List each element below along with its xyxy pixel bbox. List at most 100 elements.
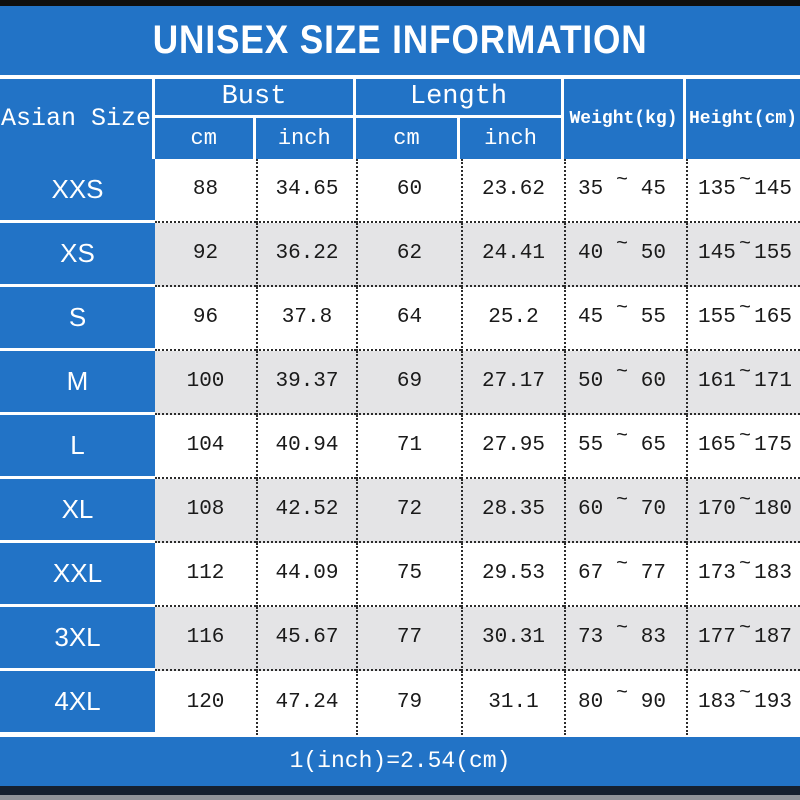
height-min: 135 (698, 178, 736, 202)
table-row: S 96 37.8 64 25.2 45 ~ 55 155 ~ 165 (0, 286, 800, 351)
length-inch-value: 27.95 (461, 414, 564, 479)
weight-min: 67 (578, 562, 604, 586)
header-weight: Weight(kg) (564, 79, 686, 159)
header-bust-cm: cm (155, 118, 256, 159)
weight-max: 55 (640, 306, 666, 330)
tilde-icon: ~ (738, 361, 751, 385)
weight-range: 45 ~ 55 (564, 286, 686, 351)
header-height: Height(cm) (686, 79, 800, 159)
bust-cm-value: 96 (155, 286, 256, 351)
bust-inch-value: 44.09 (256, 542, 356, 607)
header-bust-label: Bust (155, 79, 353, 119)
weight-max: 70 (640, 498, 666, 522)
length-cm-value: 72 (356, 478, 461, 543)
weight-max: 45 (640, 178, 666, 202)
weight-max: 77 (640, 562, 666, 586)
height-max: 180 (754, 498, 792, 522)
length-cm-value: 64 (356, 286, 461, 351)
weight-min: 73 (578, 626, 604, 650)
weight-range: 67 ~ 77 (564, 542, 686, 607)
bust-inch-value: 47.24 (256, 670, 356, 735)
bust-inch-value: 39.37 (256, 350, 356, 415)
table-header: Asian Size Bust cm inch Length cm inch W… (0, 79, 800, 159)
top-border-bar (0, 0, 800, 6)
height-max: 183 (754, 562, 792, 586)
length-cm-value: 77 (356, 606, 461, 671)
weight-min: 35 (578, 178, 604, 202)
bottom-edge (0, 795, 800, 800)
tilde-icon: ~ (615, 169, 628, 193)
height-max: 187 (754, 626, 792, 650)
bust-inch-value: 34.65 (256, 158, 356, 223)
tilde-icon: ~ (615, 489, 628, 513)
length-inch-value: 29.53 (461, 542, 564, 607)
footer-bar: 1(inch)=2.54(cm) (0, 736, 800, 787)
size-label: M (0, 350, 155, 415)
bust-inch-value: 36.22 (256, 222, 356, 287)
table-row: L 104 40.94 71 27.95 55 ~ 65 165 ~ 175 (0, 414, 800, 479)
height-range: 155 ~ 165 (686, 286, 800, 351)
weight-range: 55 ~ 65 (564, 414, 686, 479)
tilde-icon: ~ (615, 233, 628, 257)
bust-cm-value: 116 (155, 606, 256, 671)
table-row: XL 108 42.52 72 28.35 60 ~ 70 170 ~ 180 (0, 478, 800, 543)
length-cm-value: 69 (356, 350, 461, 415)
table-row: 4XL 120 47.24 79 31.1 80 ~ 90 183 ~ 193 (0, 670, 800, 735)
length-inch-value: 23.62 (461, 158, 564, 223)
size-label: XS (0, 222, 155, 287)
bust-cm-value: 92 (155, 222, 256, 287)
height-min: 183 (698, 691, 736, 715)
size-label: S (0, 286, 155, 351)
title-bar: UNISEX SIZE INFORMATION (0, 5, 800, 76)
height-max: 193 (754, 691, 792, 715)
length-inch-value: 31.1 (461, 670, 564, 735)
divider (0, 75, 800, 80)
table-row: XXS 88 34.65 60 23.62 35 ~ 45 135 ~ 145 (0, 158, 800, 223)
bust-cm-value: 120 (155, 670, 256, 735)
height-min: 145 (698, 242, 736, 266)
bust-inch-value: 42.52 (256, 478, 356, 543)
table-row: XXL 112 44.09 75 29.53 67 ~ 77 173 ~ 183 (0, 542, 800, 607)
bust-inch-value: 37.8 (256, 286, 356, 351)
height-range: 170 ~ 180 (686, 478, 800, 543)
header-asian-size: Asian Size (0, 79, 155, 159)
height-range: 165 ~ 175 (686, 414, 800, 479)
weight-range: 40 ~ 50 (564, 222, 686, 287)
height-min: 173 (698, 562, 736, 586)
tilde-icon: ~ (738, 425, 751, 449)
weight-range: 60 ~ 70 (564, 478, 686, 543)
weight-min: 50 (578, 370, 604, 394)
header-group-bust: Bust cm inch (155, 79, 356, 159)
table-row: 3XL 116 45.67 77 30.31 73 ~ 83 177 ~ 187 (0, 606, 800, 671)
tilde-icon: ~ (738, 617, 751, 641)
bust-cm-value: 104 (155, 414, 256, 479)
tilde-icon: ~ (615, 425, 628, 449)
tilde-icon: ~ (738, 553, 751, 577)
length-cm-value: 71 (356, 414, 461, 479)
height-max: 155 (754, 242, 792, 266)
length-cm-value: 75 (356, 542, 461, 607)
weight-max: 83 (640, 626, 666, 650)
length-inch-value: 24.41 (461, 222, 564, 287)
size-label: XXS (0, 158, 155, 223)
tilde-icon: ~ (615, 361, 628, 385)
tilde-icon: ~ (738, 169, 751, 193)
conversion-note: 1(inch)=2.54(cm) (289, 748, 511, 775)
bust-cm-value: 100 (155, 350, 256, 415)
weight-range: 50 ~ 60 (564, 350, 686, 415)
bust-cm-value: 108 (155, 478, 256, 543)
height-max: 145 (754, 178, 792, 202)
tilde-icon: ~ (615, 682, 628, 706)
header-length-label: Length (356, 79, 561, 119)
length-cm-value: 60 (356, 158, 461, 223)
height-min: 161 (698, 370, 736, 394)
size-label: XXL (0, 542, 155, 607)
weight-max: 60 (640, 370, 666, 394)
header-bust-inch: inch (277, 125, 331, 151)
length-inch-value: 30.31 (461, 606, 564, 671)
tilde-icon: ~ (615, 297, 628, 321)
weight-min: 45 (578, 306, 604, 330)
size-label: L (0, 414, 155, 479)
tilde-icon: ~ (738, 297, 751, 321)
height-range: 173 ~ 183 (686, 542, 800, 607)
